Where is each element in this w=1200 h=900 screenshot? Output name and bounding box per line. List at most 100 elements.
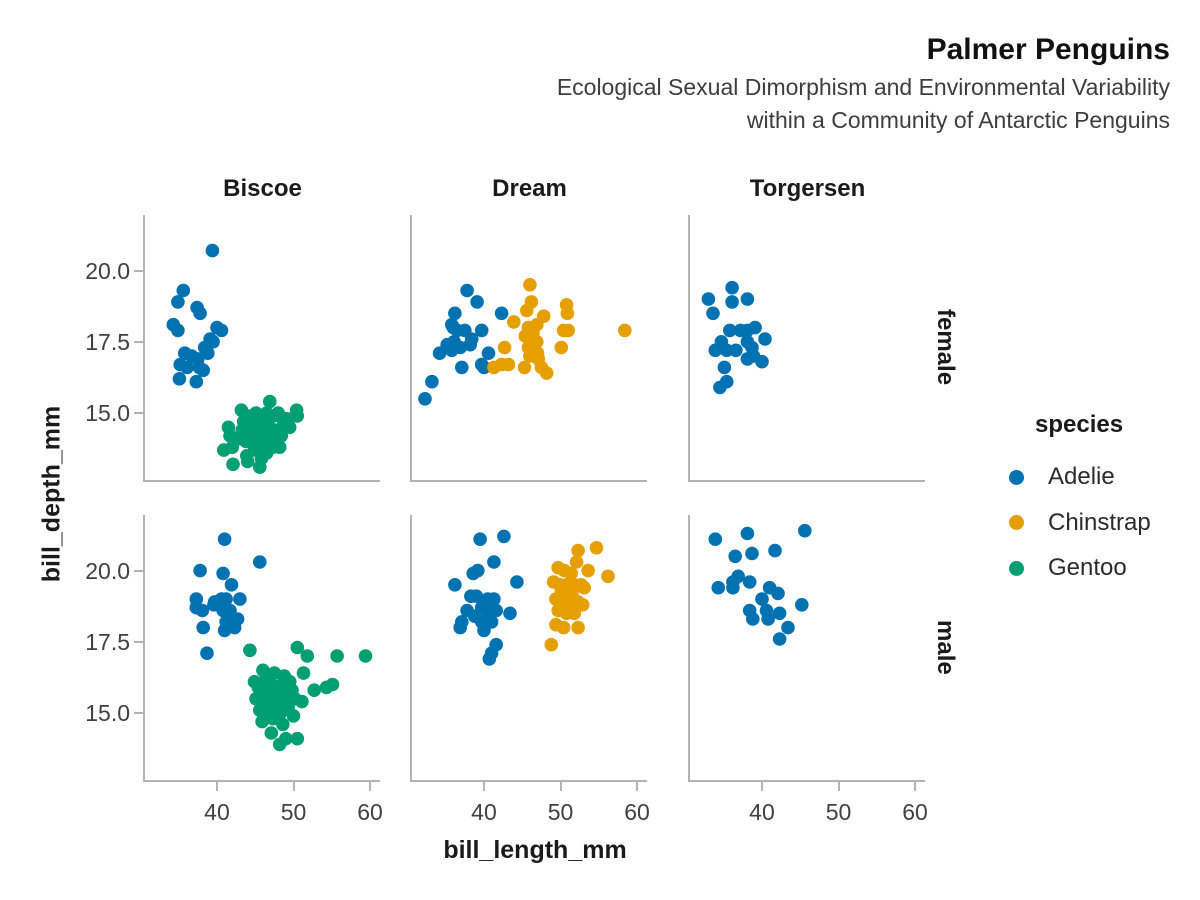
data-point-adelie xyxy=(503,606,517,621)
data-point-adelie xyxy=(746,349,761,363)
data-point-adelie xyxy=(487,592,501,606)
data-point-adelie xyxy=(772,606,787,621)
data-point-adelie xyxy=(193,306,207,321)
panel-bottom-spine xyxy=(410,780,647,782)
data-point-adelie xyxy=(233,592,247,606)
panel-left-spine xyxy=(688,515,690,782)
data-point-adelie xyxy=(771,586,785,601)
data-point-gentoo xyxy=(358,649,373,663)
data-point-adelie xyxy=(205,243,220,258)
panel-left-spine xyxy=(410,215,412,482)
x-tick-label: 50 xyxy=(547,799,574,825)
data-point-adelie xyxy=(708,532,723,546)
panel-left-spine xyxy=(143,515,145,782)
data-point-gentoo xyxy=(243,643,257,658)
data-point-gentoo xyxy=(226,457,240,472)
data-point-adelie xyxy=(482,652,497,666)
data-point-adelie xyxy=(210,595,225,609)
x-axis-title: bill_length_mm xyxy=(443,836,627,864)
panel-biscoe-female xyxy=(166,243,305,474)
data-point-adelie xyxy=(448,578,462,592)
data-point-gentoo xyxy=(290,731,305,746)
data-point-adelie xyxy=(195,603,210,618)
x-tick-label: 50 xyxy=(825,799,852,825)
x-tick-mark xyxy=(760,782,763,791)
data-point-adelie xyxy=(453,620,467,635)
data-point-chinstrap xyxy=(497,340,512,355)
y-tick-mark xyxy=(134,340,143,343)
data-point-adelie xyxy=(473,532,487,546)
panel-bottom-spine xyxy=(410,480,647,482)
y-tick-mark xyxy=(134,640,143,643)
data-point-adelie xyxy=(717,360,732,375)
data-point-gentoo xyxy=(290,640,305,655)
data-point-adelie xyxy=(171,295,185,309)
data-point-gentoo xyxy=(240,454,255,469)
data-point-adelie xyxy=(171,323,185,338)
data-point-adelie xyxy=(466,566,480,581)
data-point-chinstrap xyxy=(501,357,516,372)
data-point-adelie xyxy=(723,323,737,338)
legend-dot-gentoo xyxy=(1009,560,1024,576)
data-point-adelie xyxy=(446,320,461,335)
legend-label-adelie: Adelie xyxy=(1048,463,1115,490)
data-point-gentoo xyxy=(217,443,231,457)
data-point-adelie xyxy=(742,575,757,589)
data-point-adelie xyxy=(445,343,459,358)
panel-left-spine xyxy=(143,215,145,482)
chart-subtitle-line-1: Ecological Sexual Dimorphism and Environ… xyxy=(556,74,1170,100)
data-point-adelie xyxy=(733,323,748,338)
data-point-adelie xyxy=(729,343,743,358)
facet-column-title-biscoe: Biscoe xyxy=(223,175,302,202)
data-point-adelie xyxy=(768,543,782,558)
data-point-adelie xyxy=(746,612,760,626)
data-point-adelie xyxy=(755,592,769,606)
data-point-chinstrap xyxy=(575,598,590,612)
data-point-chinstrap xyxy=(569,555,584,569)
data-point-chinstrap xyxy=(518,329,533,343)
data-point-adelie xyxy=(176,283,191,298)
data-point-adelie xyxy=(460,283,474,298)
data-point-adelie xyxy=(180,360,194,375)
data-point-chinstrap xyxy=(517,360,532,375)
data-point-adelie xyxy=(740,292,755,306)
data-point-chinstrap xyxy=(561,323,575,338)
data-point-adelie xyxy=(728,549,742,564)
data-point-gentoo xyxy=(249,692,263,706)
data-point-adelie xyxy=(227,620,242,635)
x-tick-label: 40 xyxy=(749,799,775,825)
data-point-adelie xyxy=(781,620,795,635)
x-tick-label: 40 xyxy=(204,799,230,825)
y-tick-label: 17.5 xyxy=(85,328,130,355)
data-point-gentoo xyxy=(253,460,267,474)
data-point-adelie xyxy=(497,529,511,544)
data-point-chinstrap xyxy=(564,566,578,581)
data-point-adelie xyxy=(196,363,210,378)
data-point-adelie xyxy=(481,346,496,360)
chart-subtitle-line-2: within a Community of Antarctic Penguins xyxy=(746,107,1170,133)
data-point-adelie xyxy=(725,280,739,295)
data-point-gentoo xyxy=(263,394,277,409)
facet-row-strip-female: female xyxy=(932,309,959,386)
chart-subtitle: Ecological Sexual Dimorphism and Environ… xyxy=(557,71,1170,137)
data-point-gentoo xyxy=(300,649,315,663)
y-tick-mark xyxy=(134,712,143,715)
panel-dream-female xyxy=(418,278,632,406)
data-point-adelie xyxy=(418,392,432,406)
data-point-adelie xyxy=(216,566,230,581)
data-point-adelie xyxy=(425,374,439,389)
panel-bottom-spine xyxy=(143,780,380,782)
data-point-adelie xyxy=(713,380,727,395)
data-point-chinstrap xyxy=(581,563,595,578)
data-point-chinstrap xyxy=(523,278,537,292)
y-tick-label: 20.0 xyxy=(85,557,130,584)
data-point-adelie xyxy=(448,306,462,321)
panel-bottom-spine xyxy=(688,480,925,482)
x-tick-mark xyxy=(636,782,639,791)
data-point-adelie xyxy=(455,360,469,375)
data-point-adelie xyxy=(469,589,484,603)
x-tick-mark xyxy=(837,782,840,791)
data-point-adelie xyxy=(470,295,484,309)
data-point-adelie xyxy=(224,578,239,592)
